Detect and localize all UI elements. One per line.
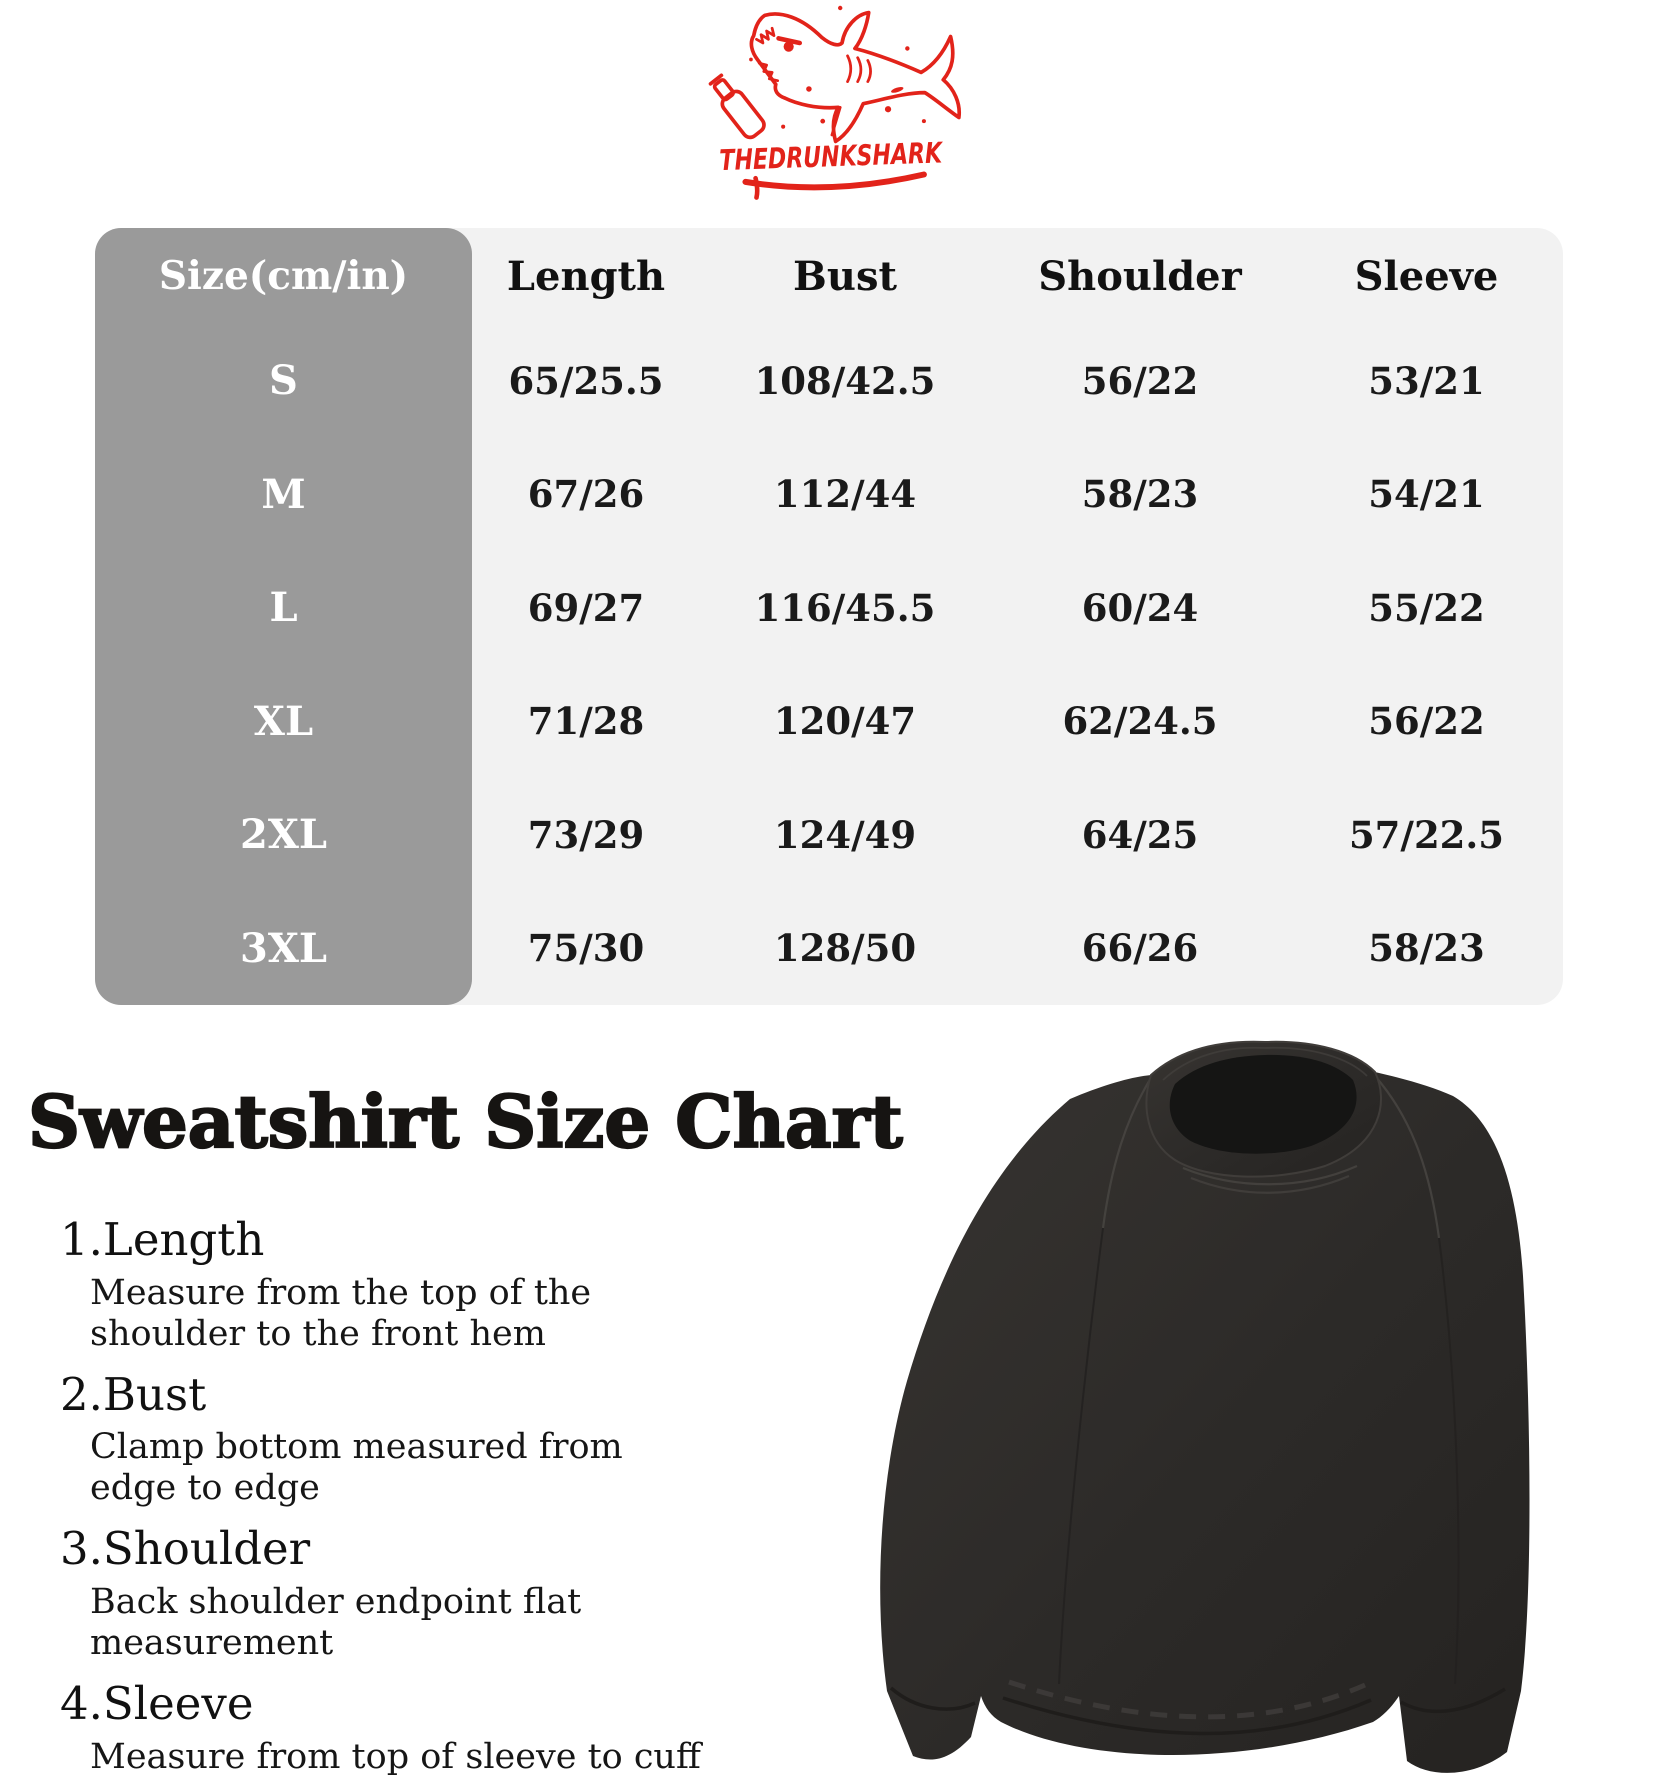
cell-sleeve: 57/22.5 (1348, 812, 1505, 857)
brand-name: THEDRUNKSHARK (719, 136, 944, 177)
size-label: S (269, 357, 298, 405)
cell-shoulder: 56/22 (1081, 358, 1199, 403)
cell-shoulder: 66/26 (1081, 926, 1199, 971)
note-desc-sleeve: Measure from top of sleeve to cuff (90, 1736, 701, 1777)
cell-length: 65/25.5 (508, 358, 664, 403)
sweatshirt-photo-icon (880, 1040, 1530, 1773)
cell-shoulder: 58/23 (1081, 472, 1199, 517)
note-label-shoulder: 3.Shoulder (60, 1522, 311, 1576)
cell-bust: 116/45.5 (754, 585, 936, 630)
column-header-sleeve: Sleeve (1354, 252, 1499, 300)
note-label-bust: 2.Bust (60, 1367, 207, 1421)
cell-sleeve: 53/21 (1368, 358, 1485, 403)
cell-length: 75/30 (527, 926, 645, 971)
note-label-length: 1.Length (60, 1213, 265, 1266)
size-label: 2XL (240, 811, 327, 859)
cell-sleeve: 55/22 (1368, 585, 1485, 630)
cell-shoulder: 60/24 (1081, 585, 1199, 630)
column-header-size: Size(cm/in) (158, 253, 409, 299)
cell-sleeve: 54/21 (1368, 472, 1485, 517)
note-label-sleeve: 4.Sleeve (60, 1676, 254, 1730)
size-label: XL (253, 697, 314, 745)
cell-bust: 112/44 (773, 472, 917, 517)
column-header-bust: Bust (793, 252, 897, 300)
sweatshirt-image (845, 1036, 1535, 1784)
cell-length: 71/28 (527, 699, 645, 744)
size-label: M (261, 470, 306, 518)
column-header-shoulder: Shoulder (1038, 252, 1242, 300)
brand-logo: THEDRUNKSHARK (693, 0, 969, 200)
note-desc-shoulder: Back shoulder endpoint flat measurement (90, 1582, 582, 1663)
measurement-notes: 1.Length Measure from the top of the sho… (60, 1214, 780, 1788)
drunk-shark-icon: THEDRUNKSHARK (708, 5, 962, 200)
cell-length: 73/29 (527, 812, 645, 857)
cell-length: 69/27 (527, 585, 645, 630)
note-desc-length: Measure from the top of the shoulder to … (90, 1272, 592, 1354)
column-header-length: Length (506, 252, 666, 300)
cell-sleeve: 56/22 (1368, 699, 1485, 744)
cell-bust: 124/49 (773, 812, 917, 857)
cell-sleeve: 58/23 (1368, 926, 1485, 971)
page-title: Sweatshirt Size Chart (27, 1079, 904, 1164)
cell-bust: 128/50 (773, 926, 917, 971)
cell-bust: 120/47 (773, 699, 917, 744)
size-chart-table: Size(cm/in) Length Bust Shoulder Sleeve … (95, 228, 1563, 1005)
note-desc-bust: Clamp bottom measured from edge to edge (90, 1427, 623, 1509)
size-label: 3XL (240, 924, 327, 972)
size-column-background (95, 228, 472, 1005)
size-label: L (269, 584, 298, 632)
size-table-grid: Size(cm/in) Length Bust Shoulder Sleeve … (95, 228, 1563, 1005)
cell-shoulder: 64/25 (1081, 812, 1199, 857)
cell-length: 67/26 (527, 472, 645, 517)
cell-shoulder: 62/24.5 (1062, 699, 1218, 744)
cell-bust: 108/42.5 (754, 358, 936, 403)
